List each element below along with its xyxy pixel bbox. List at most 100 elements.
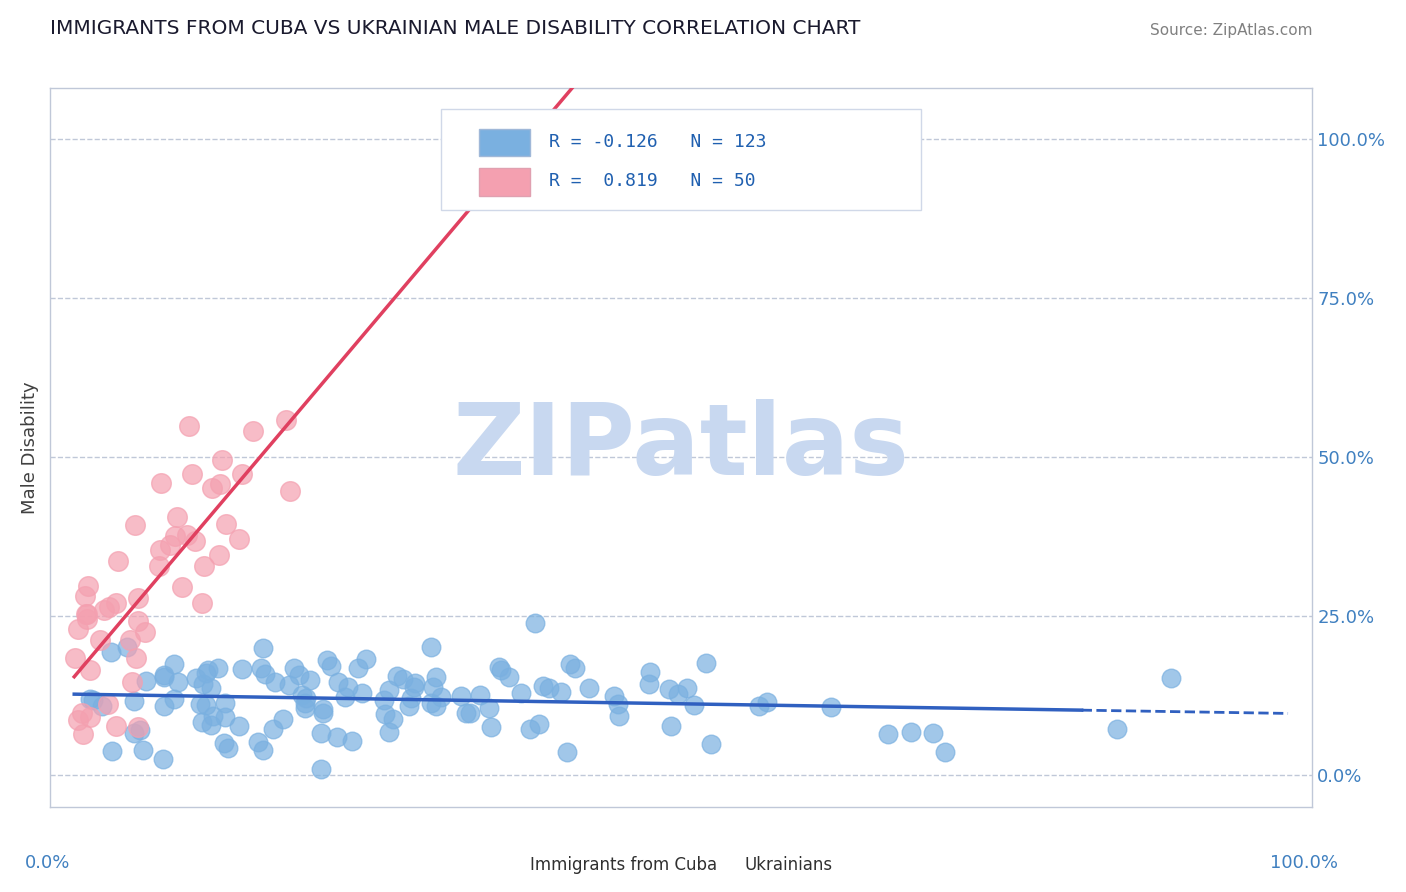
- Point: [312, 706, 335, 721]
- Point: [319, 659, 342, 673]
- Point: [167, 675, 190, 690]
- Point: [150, 476, 173, 491]
- Point: [378, 683, 401, 698]
- Point: [104, 719, 127, 733]
- Point: [127, 614, 149, 628]
- Point: [122, 694, 145, 708]
- Point: [194, 698, 217, 713]
- Point: [246, 735, 269, 749]
- Point: [328, 675, 350, 690]
- Point: [374, 706, 396, 721]
- Point: [214, 710, 236, 724]
- Point: [67, 622, 90, 636]
- Point: [422, 680, 444, 694]
- Point: [97, 600, 120, 615]
- Point: [93, 603, 115, 617]
- Point: [201, 481, 224, 495]
- Point: [658, 681, 681, 696]
- Point: [478, 700, 501, 714]
- Point: [127, 591, 149, 606]
- Point: [76, 607, 98, 622]
- Point: [489, 664, 512, 678]
- Point: [337, 680, 360, 694]
- Text: ZIPatlas: ZIPatlas: [453, 399, 910, 496]
- Point: [578, 681, 600, 695]
- Point: [420, 640, 443, 655]
- Point: [79, 691, 101, 706]
- Point: [124, 651, 146, 665]
- Point: [294, 691, 316, 706]
- Point: [207, 548, 229, 562]
- Point: [124, 517, 146, 532]
- Point: [97, 697, 120, 711]
- Point: [1160, 671, 1182, 685]
- Point: [326, 730, 349, 744]
- Point: [231, 467, 253, 482]
- Point: [191, 715, 214, 730]
- Point: [252, 743, 274, 757]
- Point: [212, 736, 235, 750]
- Point: [603, 689, 626, 703]
- FancyBboxPatch shape: [479, 129, 530, 156]
- Point: [166, 509, 188, 524]
- Point: [107, 554, 129, 568]
- Point: [430, 690, 453, 704]
- Point: [228, 532, 250, 546]
- Point: [101, 744, 124, 758]
- Point: [820, 699, 842, 714]
- Text: Source: ZipAtlas.com: Source: ZipAtlas.com: [1150, 22, 1312, 37]
- Text: 0.0%: 0.0%: [25, 854, 70, 872]
- Point: [1105, 722, 1128, 736]
- Point: [288, 668, 311, 682]
- Point: [131, 742, 153, 756]
- Point: [479, 720, 502, 734]
- Point: [278, 483, 301, 498]
- Point: [900, 724, 922, 739]
- Point: [278, 678, 301, 692]
- Point: [129, 723, 152, 738]
- FancyBboxPatch shape: [467, 854, 510, 883]
- Point: [134, 625, 156, 640]
- Point: [217, 740, 239, 755]
- Point: [316, 652, 339, 666]
- Point: [153, 670, 176, 684]
- Point: [404, 676, 426, 690]
- Point: [385, 669, 408, 683]
- Point: [118, 632, 141, 647]
- Point: [488, 659, 510, 673]
- Point: [159, 537, 181, 551]
- Point: [153, 667, 176, 681]
- Point: [72, 727, 94, 741]
- Point: [607, 709, 630, 723]
- Point: [148, 558, 170, 573]
- FancyBboxPatch shape: [479, 169, 530, 196]
- Point: [352, 686, 374, 700]
- Point: [309, 726, 332, 740]
- Point: [100, 645, 122, 659]
- Point: [211, 452, 233, 467]
- Point: [468, 688, 491, 702]
- Point: [558, 657, 581, 671]
- Point: [202, 708, 225, 723]
- Point: [252, 641, 274, 656]
- Point: [149, 542, 172, 557]
- Text: R = -0.126   N = 123: R = -0.126 N = 123: [548, 133, 766, 151]
- Point: [311, 702, 333, 716]
- Point: [659, 719, 682, 733]
- Point: [76, 612, 98, 626]
- Text: Ukrainians: Ukrainians: [744, 855, 832, 874]
- Point: [283, 660, 305, 674]
- Point: [676, 681, 699, 696]
- Point: [104, 596, 127, 610]
- Point: [524, 616, 547, 631]
- Point: [163, 692, 186, 706]
- Point: [250, 661, 273, 675]
- Point: [748, 698, 770, 713]
- Point: [309, 762, 332, 776]
- Point: [197, 663, 219, 677]
- Point: [347, 661, 370, 675]
- Point: [638, 665, 661, 679]
- Point: [89, 633, 111, 648]
- Text: R =  0.819   N = 50: R = 0.819 N = 50: [548, 172, 755, 190]
- Point: [382, 712, 405, 726]
